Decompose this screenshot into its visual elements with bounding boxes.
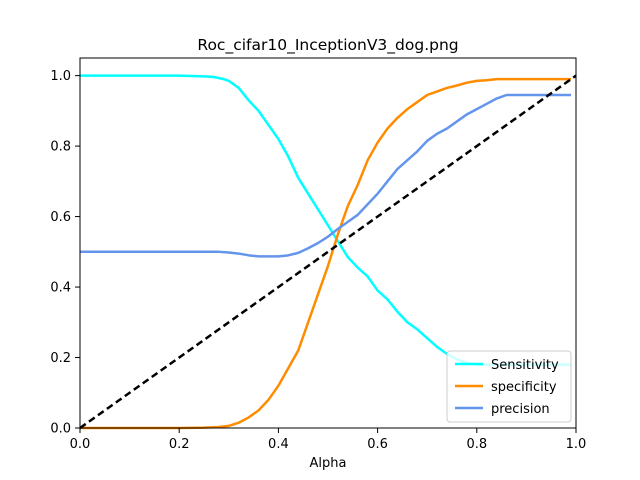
legend-box [446,350,572,423]
y-tick-label: 1.0 [50,69,71,84]
legend-label-sensitivity: Sensitivity [491,358,559,373]
series-line-precision [80,93,572,258]
x-axis-label: Alpha [310,456,347,471]
y-tick-label: 0.6 [50,210,71,225]
x-tick-label: 0.0 [70,437,91,452]
series-line-diagonal-reference [79,74,577,430]
y-tick-label: 0.4 [50,281,71,296]
legend: Sensitivity specificity precision [446,350,572,423]
y-tick-label: 0.0 [50,422,71,437]
chart-title: Roc_cifar10_InceptionV3_dog.png [197,36,458,55]
y-tick-label: 0.8 [50,140,71,155]
x-tick-label: 0.2 [169,437,190,452]
y-axis-ticks: 0.0 0.2 0.4 0.6 0.8 1.0 [50,69,80,437]
x-tick-label: 1.0 [566,437,587,452]
x-axis-ticks: 0.0 0.2 0.4 0.6 0.8 1.0 [70,428,587,452]
y-tick-label: 0.2 [50,351,71,366]
axes-frame [79,57,577,429]
axes-layer [79,57,577,429]
x-tick-label: 0.6 [367,437,388,452]
legend-label-precision: precision [491,402,550,417]
x-tick-label: 0.8 [466,437,487,452]
x-tick-label: 0.4 [268,437,289,452]
series-line-specificity [80,77,572,430]
legend-label-specificity: specificity [491,380,557,395]
